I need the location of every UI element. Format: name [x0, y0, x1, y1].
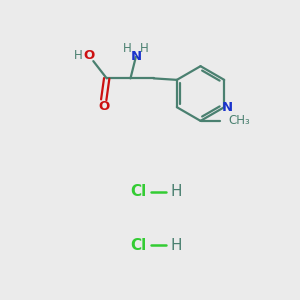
Text: H: H — [170, 238, 182, 253]
Text: N: N — [222, 101, 233, 114]
Text: H: H — [140, 42, 149, 55]
Text: H: H — [122, 42, 131, 55]
Text: H: H — [74, 49, 82, 62]
Text: O: O — [83, 49, 94, 62]
Text: CH₃: CH₃ — [228, 114, 250, 128]
Text: Cl: Cl — [130, 238, 146, 253]
Text: H: H — [170, 184, 182, 199]
Text: O: O — [98, 100, 110, 113]
Text: Cl: Cl — [130, 184, 146, 199]
Text: N: N — [130, 50, 141, 64]
